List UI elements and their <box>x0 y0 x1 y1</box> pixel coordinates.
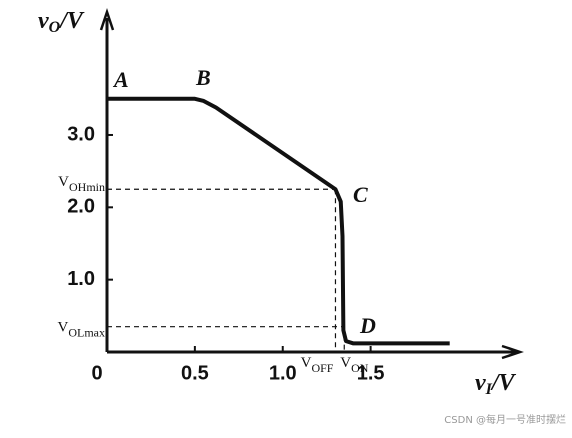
level-label-main: V <box>340 355 351 371</box>
y-axis-label: vO/V <box>38 8 85 36</box>
point-label: C <box>353 182 368 207</box>
level-label-sub: ON <box>351 361 369 375</box>
y-tick-label: 3.0 <box>67 123 95 145</box>
point-label: A <box>112 67 129 92</box>
level-label-main: V <box>58 175 69 191</box>
x-axis-label: vI/V <box>475 370 517 398</box>
x-axis-arrow <box>501 344 524 360</box>
y-label-unit: /V <box>58 8 85 34</box>
x-label-unit: /V <box>490 370 517 396</box>
y-tick-label: 2.0 <box>67 196 95 218</box>
x-label-sub: I <box>485 381 493 398</box>
level-label-sub: OHmin <box>69 180 105 194</box>
point-label: B <box>195 65 211 90</box>
x-tick-label: 0 <box>91 362 102 384</box>
y-label-var: v <box>38 8 49 34</box>
x-tick-label: 1.0 <box>269 362 297 384</box>
point-label: D <box>359 313 376 338</box>
x-label-var: v <box>475 370 486 396</box>
x-tick-label: 1.5 <box>357 362 385 384</box>
y-label-sub: O <box>49 19 61 36</box>
level-label: VOFF <box>301 355 334 374</box>
level-label: VOHmin <box>58 175 105 194</box>
level-label: VOLmax <box>58 320 106 339</box>
x-tick-label: 0.5 <box>181 362 209 384</box>
curve <box>107 96 450 346</box>
watermark: CSDN @每月一号准时摆烂 <box>444 413 566 426</box>
level-label-sub: OLmax <box>68 325 105 339</box>
y-tick-label: 1.0 <box>67 268 95 290</box>
y-axis-arrow <box>99 8 115 31</box>
level-label: VON <box>340 355 369 374</box>
level-label-sub: OFF <box>311 361 333 375</box>
level-label-main: V <box>58 320 69 336</box>
level-label-main: V <box>301 355 312 371</box>
